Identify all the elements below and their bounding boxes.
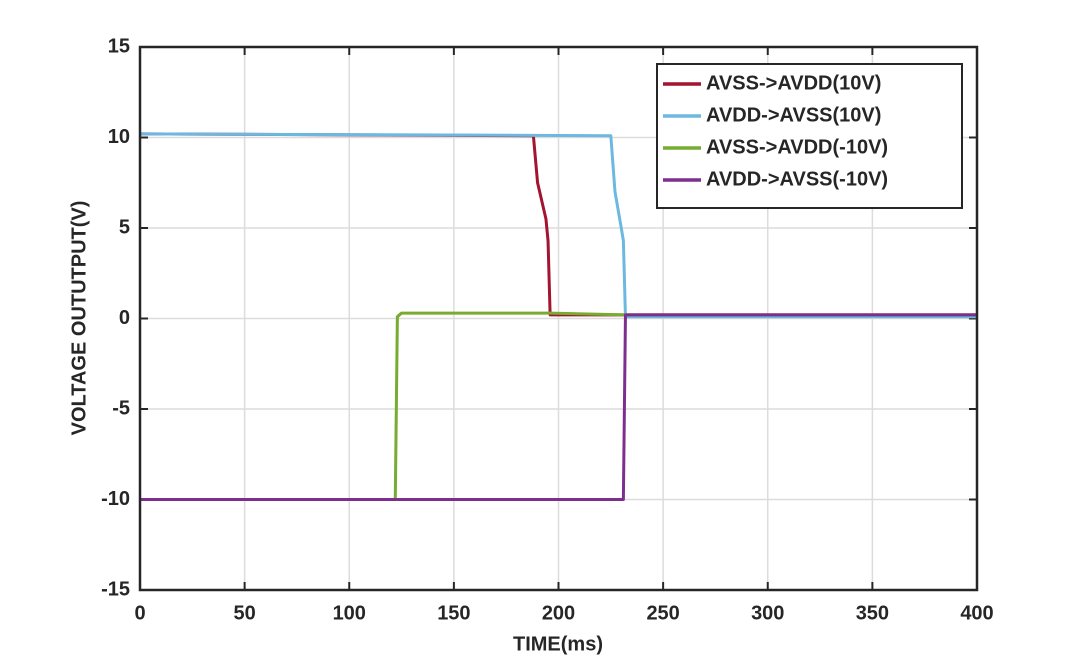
y-tick-label: -5 [112,397,130,419]
legend: AVSS->AVDD(10V) AVDD->AVSS(10V) AVSS->AVDD… [656,63,963,209]
y-tick-label: 0 [119,307,130,329]
x-tick-label: 150 [437,602,470,624]
y-tick-label: -15 [101,578,130,600]
y-axis-label: VOLTAGE OUTUTPUT(V) [68,201,90,436]
y-tick-label: 10 [108,126,130,148]
legend-label: AVDD->AVSS(-10V) [706,168,888,190]
x-tick-label: 250 [646,602,679,624]
x-tick-label: 100 [333,602,366,624]
y-tick-label: -10 [101,488,130,510]
x-tick-label: 400 [960,602,993,624]
legend-label: AVSS->AVDD(-10V) [706,136,888,158]
x-axis-label: TIME(ms) [513,633,603,655]
legend-label: AVDD->AVSS(10V) [706,104,881,126]
legend-label: AVSS->AVDD(10V) [706,72,881,94]
legend-box [656,63,963,209]
x-tick-label: 50 [234,602,256,624]
plot-frame [138,45,979,592]
x-tick-label: 200 [542,602,575,624]
x-tick-label: 350 [856,602,889,624]
x-tick-label: 0 [134,602,145,624]
y-tick-label: 5 [119,216,130,238]
x-tick-label: 300 [751,602,784,624]
y-tick-label: 15 [108,35,130,57]
series-line [140,313,977,501]
